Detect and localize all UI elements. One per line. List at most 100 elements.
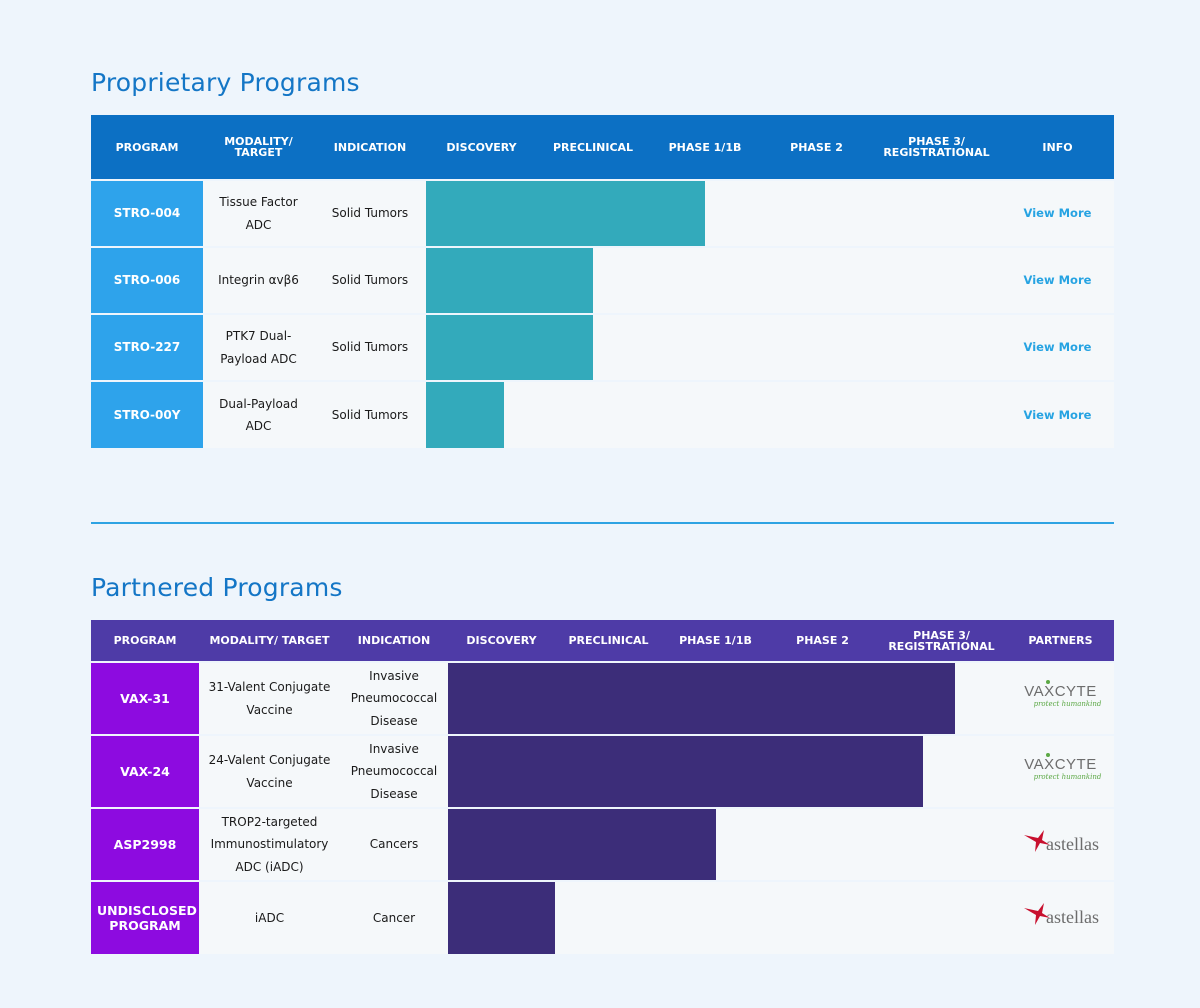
view-more-link[interactable]: View More xyxy=(1023,407,1092,422)
section-divider xyxy=(91,522,1114,524)
partnered-header-discovery: DISCOVERY xyxy=(448,620,555,662)
astellas-wordmark: astellas xyxy=(1046,907,1099,928)
astellas-logo: astellas xyxy=(1022,902,1099,926)
partner-cell: astellas xyxy=(1007,808,1114,881)
progress-bar-cell xyxy=(448,662,1007,735)
table-row: VAX-24 24-Valent Conjugate Vaccine Invasiv… xyxy=(91,735,1114,808)
modality-target: TROP2-targeted Immunostimulatory ADC (iA… xyxy=(199,808,340,881)
progress-bar-cell xyxy=(426,381,1001,448)
proprietary-header-indication: INDICATION xyxy=(314,115,426,180)
table-row: STRO-00Y Dual-Payload ADC Solid Tumors View… xyxy=(91,381,1114,448)
progress-bar xyxy=(426,181,705,246)
proprietary-header-phase-1-1b: PHASE 1/1B xyxy=(649,115,761,180)
modality-target: iADC xyxy=(199,881,340,954)
partnered-header-preclinical: PRECLINICAL xyxy=(555,620,662,662)
astellas-star-icon xyxy=(1024,829,1050,852)
program-name: ASP2998 xyxy=(91,808,199,881)
indication: Cancer xyxy=(340,881,448,954)
proprietary-header-info: INFO xyxy=(1001,115,1114,180)
progress-bar-cell xyxy=(448,735,1007,808)
indication: Solid Tumors xyxy=(314,314,426,381)
view-more-link[interactable]: View More xyxy=(1023,273,1092,288)
progress-bar-cell xyxy=(448,808,1007,881)
indication: Solid Tumors xyxy=(314,381,426,448)
progress-bar-cell xyxy=(426,180,1001,247)
vaxcyte-wordmark: VAXCYTE xyxy=(1024,755,1097,773)
table-row: ASP2998 TROP2-targeted Immunostimulatory … xyxy=(91,808,1114,881)
info-cell: View More xyxy=(1001,314,1114,381)
program-name: VAX-24 xyxy=(91,735,199,808)
table-row: STRO-004 Tissue Factor ADC Solid Tumors Vie… xyxy=(91,180,1114,247)
partnered-header-phase-1-1b: PHASE 1/1B xyxy=(662,620,769,662)
progress-bar-cell xyxy=(426,314,1001,381)
modality-target: 31-Valent Conjugate Vaccine xyxy=(199,662,340,735)
indication: Solid Tumors xyxy=(314,247,426,314)
indication: Solid Tumors xyxy=(314,180,426,247)
proprietary-header-preclinical: PRECLINICAL xyxy=(537,115,649,180)
info-cell: View More xyxy=(1001,180,1114,247)
program-name: UNDISCLOSED PROGRAM xyxy=(91,881,199,954)
modality-target: Integrin αvβ6 xyxy=(203,247,314,314)
program-name: VAX-31 xyxy=(91,662,199,735)
modality-target: PTK7 Dual-Payload ADC xyxy=(203,314,314,381)
view-more-link[interactable]: View More xyxy=(1023,340,1092,355)
progress-bar xyxy=(426,315,593,380)
partnered-header-program: PROGRAM xyxy=(91,620,199,662)
modality-target: Tissue Factor ADC xyxy=(203,180,314,247)
table-row: STRO-227 PTK7 Dual-Payload ADC Solid Tumor… xyxy=(91,314,1114,381)
indication: Cancers xyxy=(340,808,448,881)
modality-target: 24-Valent Conjugate Vaccine xyxy=(199,735,340,808)
partner-cell: VAXCYTE protect humankind xyxy=(1007,662,1114,735)
progress-bar xyxy=(448,809,716,880)
program-name: STRO-00Y xyxy=(91,381,203,448)
astellas-star-icon xyxy=(1024,903,1050,926)
proprietary-header-program: PROGRAM xyxy=(91,115,203,180)
partnered-header-phase-2: PHASE 2 xyxy=(769,620,876,662)
progress-bar xyxy=(448,663,955,734)
table-row: STRO-006 Integrin αvβ6 Solid Tumors View Mo… xyxy=(91,247,1114,314)
info-cell: View More xyxy=(1001,381,1114,448)
proprietary-pipeline-table: PROGRAM MODALITY/ TARGET INDICATION DISCOVE… xyxy=(91,115,1114,448)
vaxcyte-wordmark: VAXCYTE xyxy=(1024,682,1097,700)
progress-bar xyxy=(448,882,555,954)
partnered-programs-title: Partnered Programs xyxy=(91,573,343,602)
vaxcyte-logo: VAXCYTE protect humankind xyxy=(1020,682,1102,708)
modality-target: Dual-Payload ADC xyxy=(203,381,314,448)
proprietary-programs-title: Proprietary Programs xyxy=(91,68,360,97)
vaxcyte-x: X xyxy=(1044,755,1055,773)
view-more-link[interactable]: View More xyxy=(1023,206,1092,221)
vaxcyte-tagline: protect humankind xyxy=(1033,772,1102,781)
partner-cell: VAXCYTE protect humankind xyxy=(1007,735,1114,808)
proprietary-body: STRO-004 Tissue Factor ADC Solid Tumors Vie… xyxy=(91,180,1114,448)
proprietary-header-modality-target: MODALITY/ TARGET xyxy=(203,115,314,180)
astellas-logo: astellas xyxy=(1022,829,1099,853)
info-cell: View More xyxy=(1001,247,1114,314)
indication: Invasive Pneumococcal Disease xyxy=(340,735,448,808)
proprietary-header-row: PROGRAM MODALITY/ TARGET INDICATION DISCOVE… xyxy=(91,115,1114,180)
program-name: STRO-004 xyxy=(91,180,203,247)
proprietary-header-discovery: DISCOVERY xyxy=(426,115,537,180)
vaxcyte-logo: VAXCYTE protect humankind xyxy=(1020,755,1102,781)
table-row: UNDISCLOSED PROGRAM iADC Cancer astellas xyxy=(91,881,1114,954)
progress-bar xyxy=(426,382,504,448)
progress-bar xyxy=(426,248,593,313)
proprietary-header-phase-3-registrational: PHASE 3/ REGISTRATIONAL xyxy=(872,115,1001,180)
partnered-header-phase-3-registrational: PHASE 3/ REGISTRATIONAL xyxy=(876,620,1007,662)
progress-bar-cell xyxy=(448,881,1007,954)
partnered-header-row: PROGRAM MODALITY/ TARGET INDICATION DISCOVE… xyxy=(91,620,1114,662)
table-row: VAX-31 31-Valent Conjugate Vaccine Invasiv… xyxy=(91,662,1114,735)
partner-cell: astellas xyxy=(1007,881,1114,954)
progress-bar-cell xyxy=(426,247,1001,314)
vaxcyte-tagline: protect humankind xyxy=(1033,699,1102,708)
proprietary-header-phase-2: PHASE 2 xyxy=(761,115,872,180)
program-name: STRO-227 xyxy=(91,314,203,381)
partnered-header-modality-target: MODALITY/ TARGET xyxy=(199,620,340,662)
partnered-body: VAX-31 31-Valent Conjugate Vaccine Invasiv… xyxy=(91,662,1114,954)
partnered-pipeline-table: PROGRAM MODALITY/ TARGET INDICATION DISCOVE… xyxy=(91,620,1114,954)
progress-bar xyxy=(448,736,924,807)
program-name: STRO-006 xyxy=(91,247,203,314)
partnered-header-partners: PARTNERS xyxy=(1007,620,1114,662)
astellas-wordmark: astellas xyxy=(1046,833,1099,854)
indication: Invasive Pneumococcal Disease xyxy=(340,662,448,735)
vaxcyte-x: X xyxy=(1044,682,1055,700)
